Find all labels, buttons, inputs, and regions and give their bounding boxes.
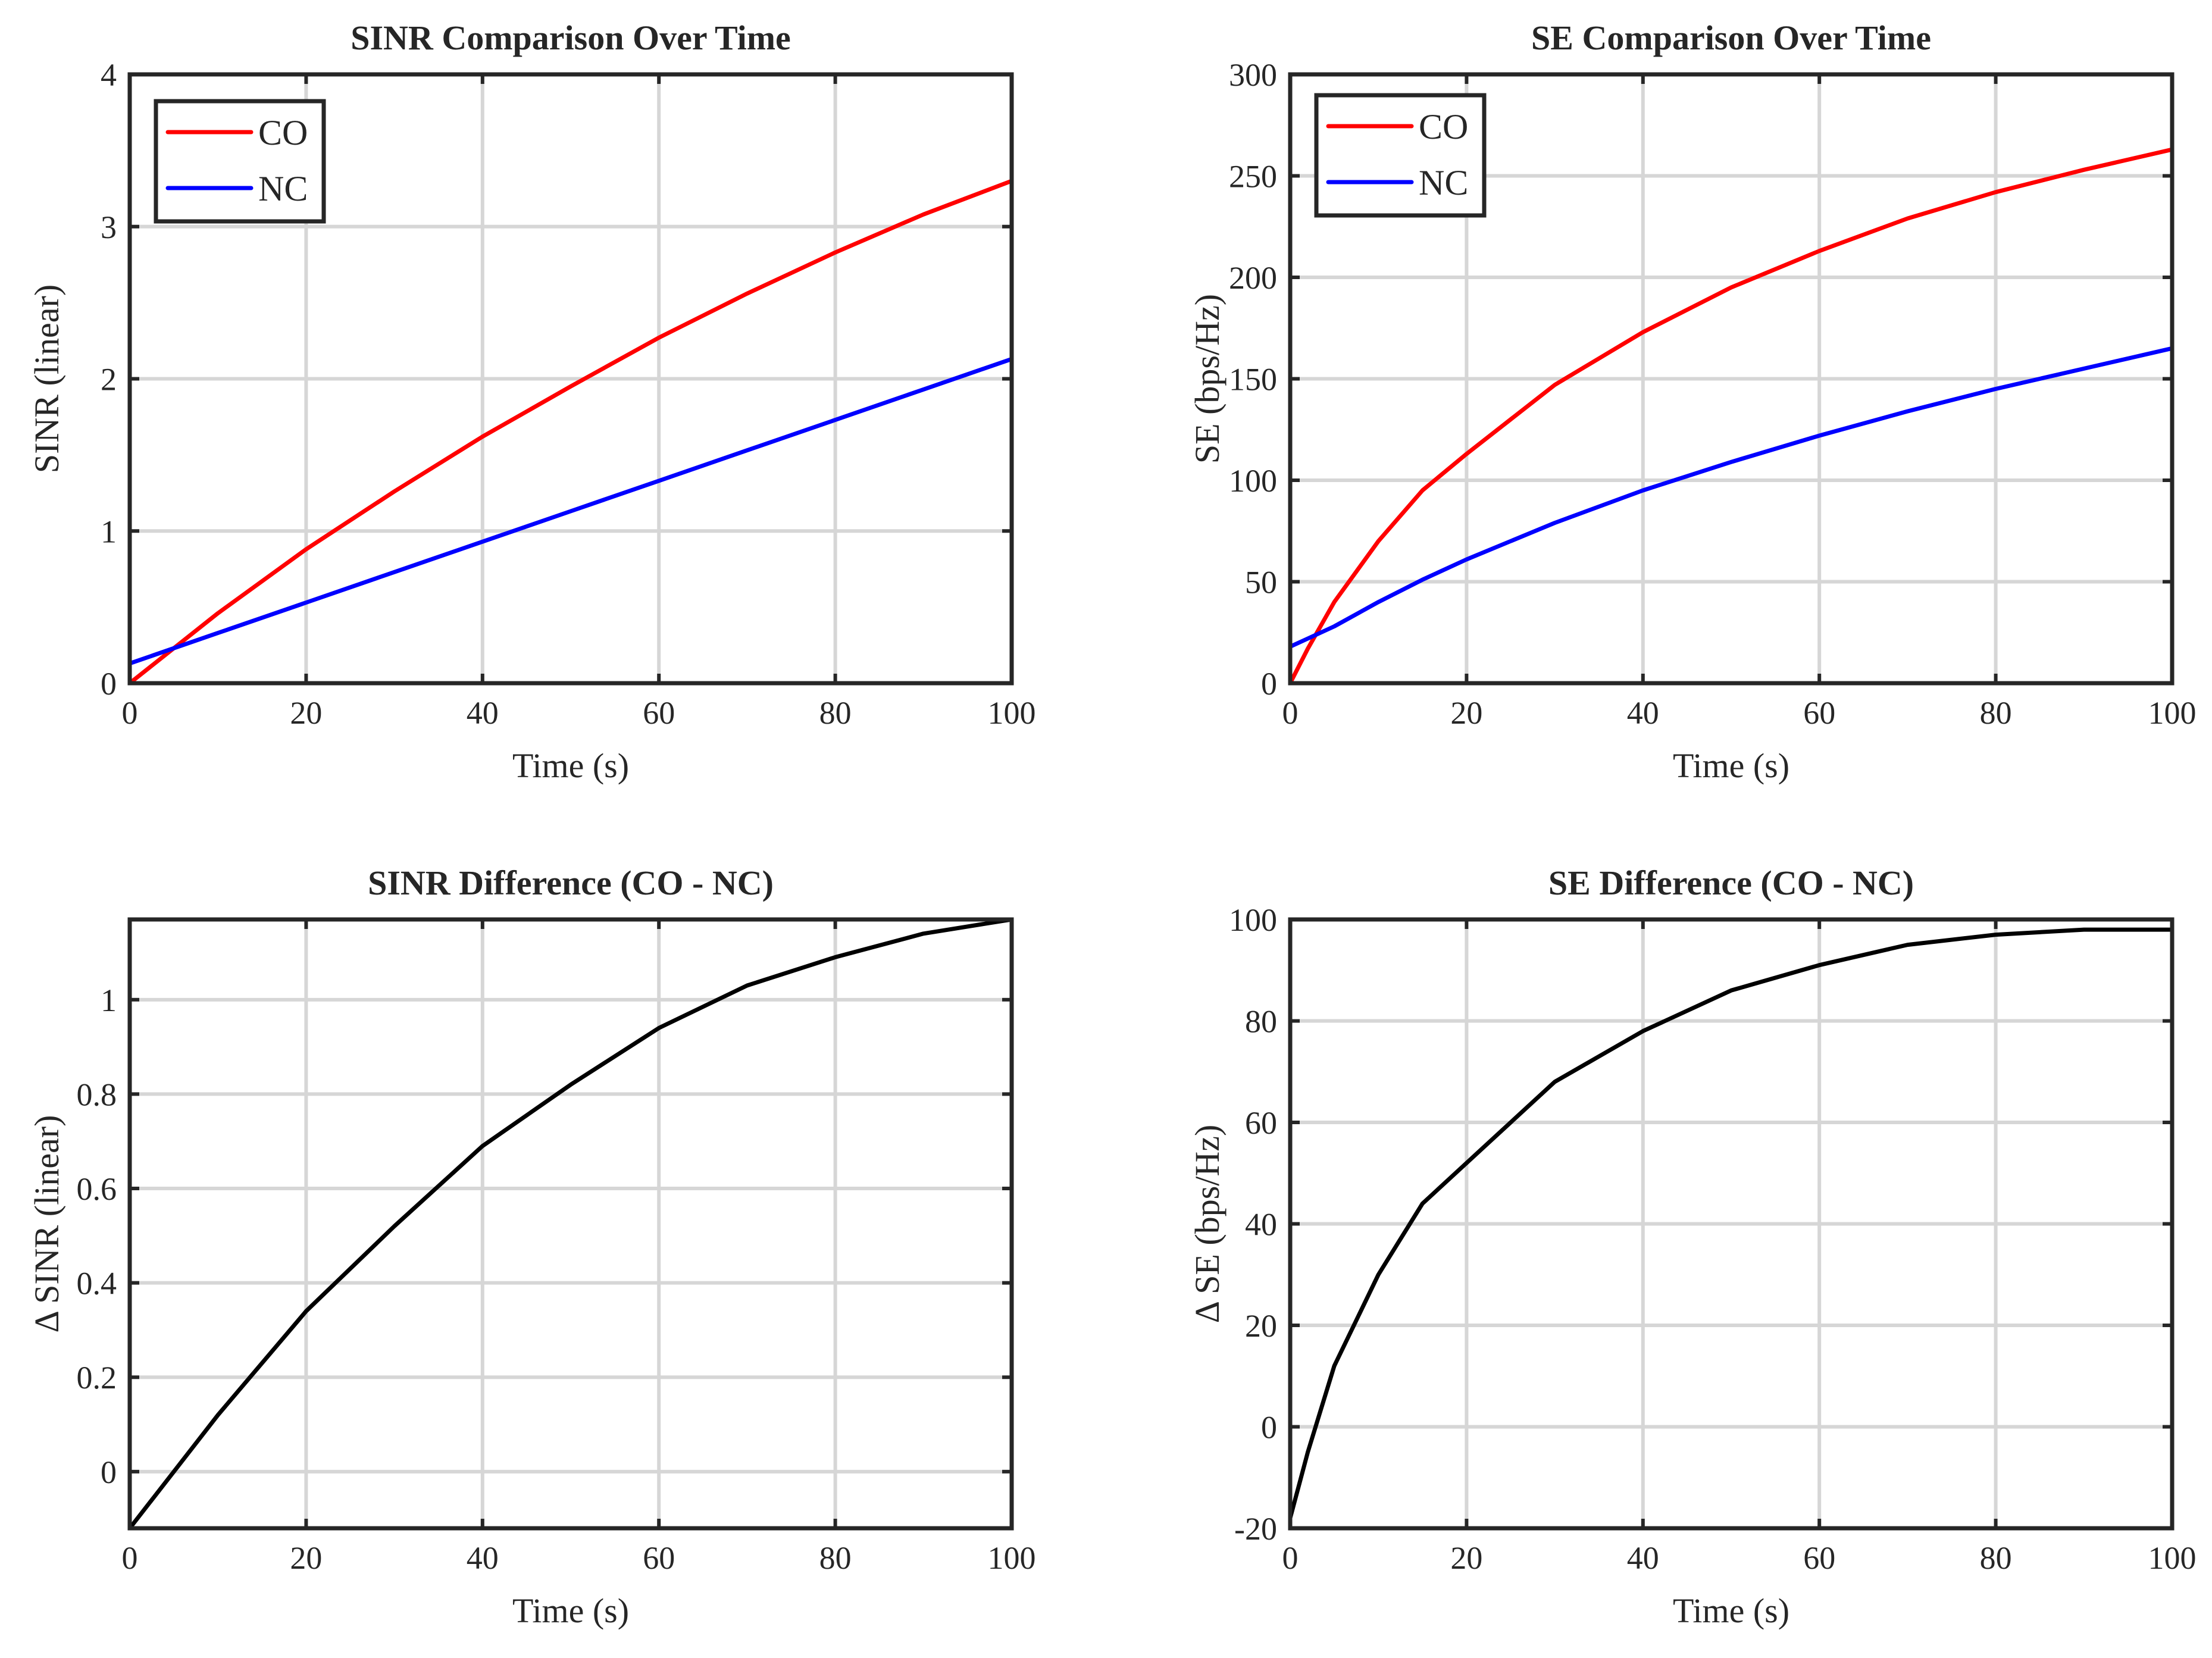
y-tick-label: 2 [101,362,117,398]
chart-3: 0 20 40 60 80 100 0 0.2 0.4 0.6 0.8 1 SINR Differenc… [27,864,1036,1630]
chart-title: SINR Difference (CO - NC) [368,864,774,902]
x-axis-label: Time (s) [512,1591,629,1630]
y-tick-label: 300 [1229,57,1277,93]
y-tick-label: 20 [1245,1308,1277,1344]
y-tick-label: 4 [101,57,117,93]
chart-title: SINR Comparison Over Time [351,18,791,57]
x-tick-label: 100 [988,695,1036,731]
x-tick-label: 0 [122,1540,138,1576]
series-line-nc [1288,346,2175,649]
y-axis-label: SINR (linear) [27,284,66,473]
x-tick-label: 40 [467,695,499,731]
legend-box [154,99,326,224]
x-axis-label: Time (s) [1673,1591,1789,1630]
x-tick-label: 20 [290,1540,322,1576]
y-tick-label: 3 [101,209,117,245]
y-axis-label: Δ SE (bps/Hz) [1188,1125,1227,1324]
x-tick-label: 40 [1627,695,1659,731]
y-axis-label: SE (bps/Hz) [1188,294,1227,464]
series-line-nc [127,356,1014,666]
axes-box [127,917,1014,1531]
x-tick-label: 60 [643,695,675,731]
legend-label-nc: NC [258,169,308,208]
legend: CO NC [1314,93,1487,218]
chart-title: SE Difference (CO - NC) [1548,864,1914,902]
y-tick-label: 0.8 [77,1077,117,1112]
x-tick-label: 80 [819,695,852,731]
x-tick-label: 0 [122,695,138,731]
y-tick-label: 0 [101,1454,117,1490]
x-axis-label: Time (s) [1673,746,1789,785]
y-tick-label: 0 [1261,666,1277,702]
series-line-co-nc [127,917,1014,1531]
x-tick-label: 80 [1980,695,2012,731]
x-tick-label: 20 [1450,1540,1482,1576]
chart-2: 0 20 40 60 80 100 0 50 100 150 200 250 300 SE Compari… [1188,18,2197,785]
y-tick-label: 150 [1229,362,1277,398]
legend-box [1314,93,1487,218]
x-tick-label: 0 [1282,1540,1299,1576]
legend-label-co: CO [1419,107,1468,146]
y-tick-label: 0.6 [77,1171,117,1207]
y-tick-label: 80 [1245,1004,1277,1040]
y-tick-label: 0 [101,666,117,702]
y-tick-label: 40 [1245,1207,1277,1243]
x-tick-label: 60 [643,1540,675,1576]
chart-1: 0 20 40 60 80 100 0 1 2 3 4 SINR Comparison Over Ti… [27,18,1036,785]
legend: CO NC [154,99,326,224]
x-tick-label: 100 [988,1540,1036,1576]
x-tick-label: 60 [1803,695,1835,731]
y-tick-label: 200 [1229,260,1277,296]
y-tick-label: 0 [1261,1410,1277,1446]
x-tick-label: 0 [1282,695,1299,731]
y-tick-label: 0.2 [77,1360,117,1396]
x-tick-label: 100 [2148,695,2197,731]
series-line-co [1288,147,2175,686]
series-line-co [127,179,1014,686]
chart-title: SE Comparison Over Time [1531,18,1931,57]
y-tick-label: 60 [1245,1105,1277,1141]
y-tick-label: 0.4 [77,1266,117,1302]
x-tick-label: 20 [1450,695,1482,731]
x-axis-label: Time (s) [512,746,629,785]
x-tick-label: 20 [290,695,322,731]
y-tick-label: 1 [101,983,117,1018]
x-tick-label: 40 [467,1540,499,1576]
x-tick-label: 80 [819,1540,852,1576]
series-line-co-nc [1288,927,2175,1521]
y-tick-label: 1 [101,514,117,549]
y-tick-label: 50 [1245,565,1277,600]
x-tick-label: 40 [1627,1540,1659,1576]
y-tick-label: 250 [1229,159,1277,195]
y-tick-label: 100 [1229,463,1277,499]
y-tick-label: -20 [1234,1511,1277,1547]
x-tick-label: 60 [1803,1540,1835,1576]
y-tick-label: 100 [1229,902,1277,938]
x-tick-label: 80 [1980,1540,2012,1576]
legend-label-nc: NC [1419,163,1468,202]
x-tick-label: 100 [2148,1540,2197,1576]
legend-label-co: CO [258,113,308,152]
y-axis-label: Δ SINR (linear) [27,1115,66,1333]
